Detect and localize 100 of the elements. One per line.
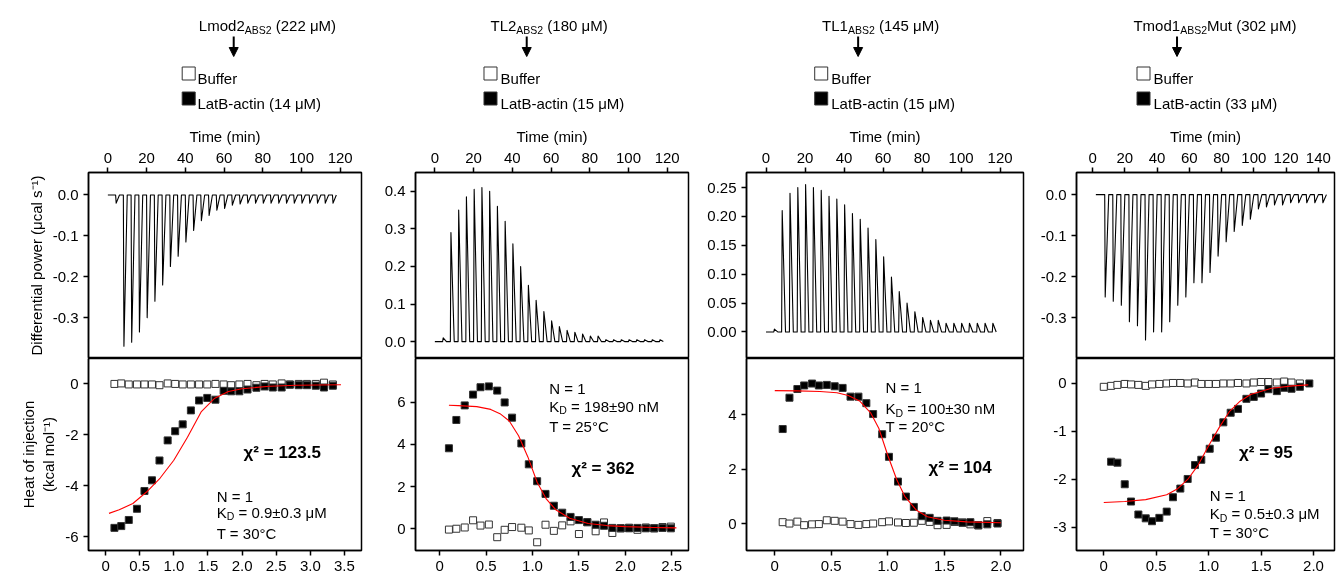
x-tick-label: 20 (796, 148, 814, 166)
x-tick-label: 60 (1181, 148, 1198, 166)
x-tick-label: 20 (138, 148, 155, 166)
x-tick-label: 0.5 (820, 556, 842, 574)
x-tick-label: 20 (1116, 148, 1134, 166)
annotation: χ² = 95 (1239, 443, 1293, 463)
x-tick-label: 100 (288, 148, 314, 166)
x-tick-label: 40 (1148, 148, 1166, 166)
x-tick-label: 1.0 (1198, 556, 1220, 574)
x-tick-label: 1.5 (197, 556, 219, 574)
x-tick-label: 2.5 (265, 556, 287, 574)
x-tick-label: 100 (948, 148, 974, 166)
y-tick-label: 0 (70, 374, 79, 392)
x-tick-label: 2.0 (231, 556, 253, 574)
y-axis-title: Differential power (μcal s⁻¹) (27, 175, 45, 356)
legend-label: Buffer (1153, 70, 1194, 88)
y-tick-label: 0.15 (707, 236, 737, 254)
x-tick-label: 100 (1241, 148, 1267, 166)
legend-label: Buffer (197, 70, 238, 88)
y-tick-label: 0.25 (707, 178, 737, 196)
y-tick-label: 2 (728, 460, 737, 478)
y-tick-label: 0.3 (384, 219, 406, 237)
x-tick-label: 0.5 (129, 556, 151, 574)
y-tick-label: 0.2 (384, 257, 406, 275)
legend-label: Buffer (500, 70, 541, 88)
x-tick-label: 0 (103, 148, 113, 166)
x-tick-label: 2.0 (1303, 556, 1324, 574)
legend-label: LatB-actin (33 μM) (1153, 95, 1278, 113)
x-tick-label: 80 (254, 148, 272, 166)
x-tick-label: 1.5 (568, 556, 590, 574)
y-tick-label: 0.20 (707, 207, 737, 225)
x-tick-label: 1.5 (1250, 556, 1272, 574)
annotation: N = 1 (885, 379, 922, 397)
x-tick-label: 140 (1305, 148, 1331, 166)
annotation: χ² = 362 (571, 458, 635, 478)
x-tick-label: 40 (503, 148, 521, 166)
x-tick-label: 40 (835, 148, 853, 166)
x-tick-label: 0 (101, 556, 110, 574)
x-tick-label: 0 (1099, 556, 1108, 574)
annotation: N = 1 (549, 379, 586, 397)
x-tick-label: 1.0 (877, 556, 899, 574)
annotation: χ² = 123.5 (243, 442, 321, 462)
y-tick-label: -6 (65, 527, 79, 545)
x-tick-label: 0 (1088, 148, 1097, 166)
x-axis-title: Time (min) (189, 127, 261, 145)
x-tick-label: 2.0 (614, 556, 636, 574)
y-tick-label: -3 (1053, 518, 1067, 536)
y-tick-label: 0 (1058, 374, 1067, 392)
x-tick-label: 1.0 (163, 556, 185, 574)
legend-label: LatB-actin (14 μM) (197, 95, 322, 113)
annotation: χ² = 104 (928, 458, 993, 478)
x-tick-label: 0.5 (475, 556, 497, 574)
x-tick-label: 60 (542, 148, 560, 166)
x-tick-label: 1.5 (933, 556, 955, 574)
y-tick-label: 0.0 (57, 185, 79, 203)
annotation: T = 30°C (216, 525, 277, 543)
x-tick-label: 80 (1213, 148, 1230, 166)
y-tick-label: -0.2 (52, 267, 79, 285)
x-tick-label: 0 (761, 148, 771, 166)
legend-label: Buffer (831, 70, 872, 88)
x-tick-label: 60 (215, 148, 233, 166)
y-tick-label: -0.2 (1040, 267, 1067, 285)
legend-label: LatB-actin (15 μM) (500, 95, 625, 113)
y-tick-label: -2 (1053, 470, 1067, 488)
x-axis-title: Time (min) (1169, 127, 1242, 145)
x-tick-label: 0 (770, 556, 779, 574)
y-tick-label: -0.3 (1040, 308, 1067, 326)
x-axis-title: Time (min) (516, 127, 588, 145)
legend-label: LatB-actin (15 μM) (831, 95, 955, 113)
y-tick-label: 0 (397, 519, 406, 537)
y-tick-label: 0.05 (707, 294, 737, 312)
y-tick-label: -0.1 (52, 226, 79, 244)
annotation: T = 30°C (1209, 524, 1270, 542)
annotation: N = 1 (1209, 487, 1246, 505)
x-tick-label: 120 (327, 148, 353, 166)
x-tick-label: 3.5 (334, 556, 355, 574)
x-tick-label: 80 (581, 148, 599, 166)
y-tick-label: -4 (65, 476, 79, 494)
y-tick-label: 2 (397, 477, 406, 495)
x-tick-label: 1.0 (522, 556, 543, 574)
y-tick-label: 0.0 (384, 332, 406, 350)
annotation: T = 25°C (549, 417, 609, 435)
x-tick-label: 120 (1273, 148, 1299, 166)
y-tick-label: 0.1 (384, 295, 406, 313)
x-tick-label: 3.0 (299, 556, 321, 574)
y-tick-label: 0.0 (1045, 185, 1067, 203)
x-tick-label: 2.5 (661, 556, 683, 574)
x-tick-label: 120 (987, 148, 1013, 166)
y-tick-label: -0.1 (1040, 226, 1067, 244)
x-tick-label: 60 (874, 148, 892, 166)
x-tick-label: 20 (465, 148, 482, 166)
y-axis-title: Heat of injection (kcal mol⁻¹) (19, 400, 58, 509)
x-tick-label: 0 (435, 556, 444, 574)
x-tick-label: 40 (176, 148, 194, 166)
x-tick-label: 120 (654, 148, 680, 166)
y-tick-label: 4 (397, 435, 406, 453)
x-tick-label: 0.5 (1145, 556, 1167, 574)
y-tick-label: -1 (1053, 422, 1067, 440)
x-axis-title: Time (min) (849, 127, 921, 145)
x-tick-label: 0 (430, 148, 440, 166)
